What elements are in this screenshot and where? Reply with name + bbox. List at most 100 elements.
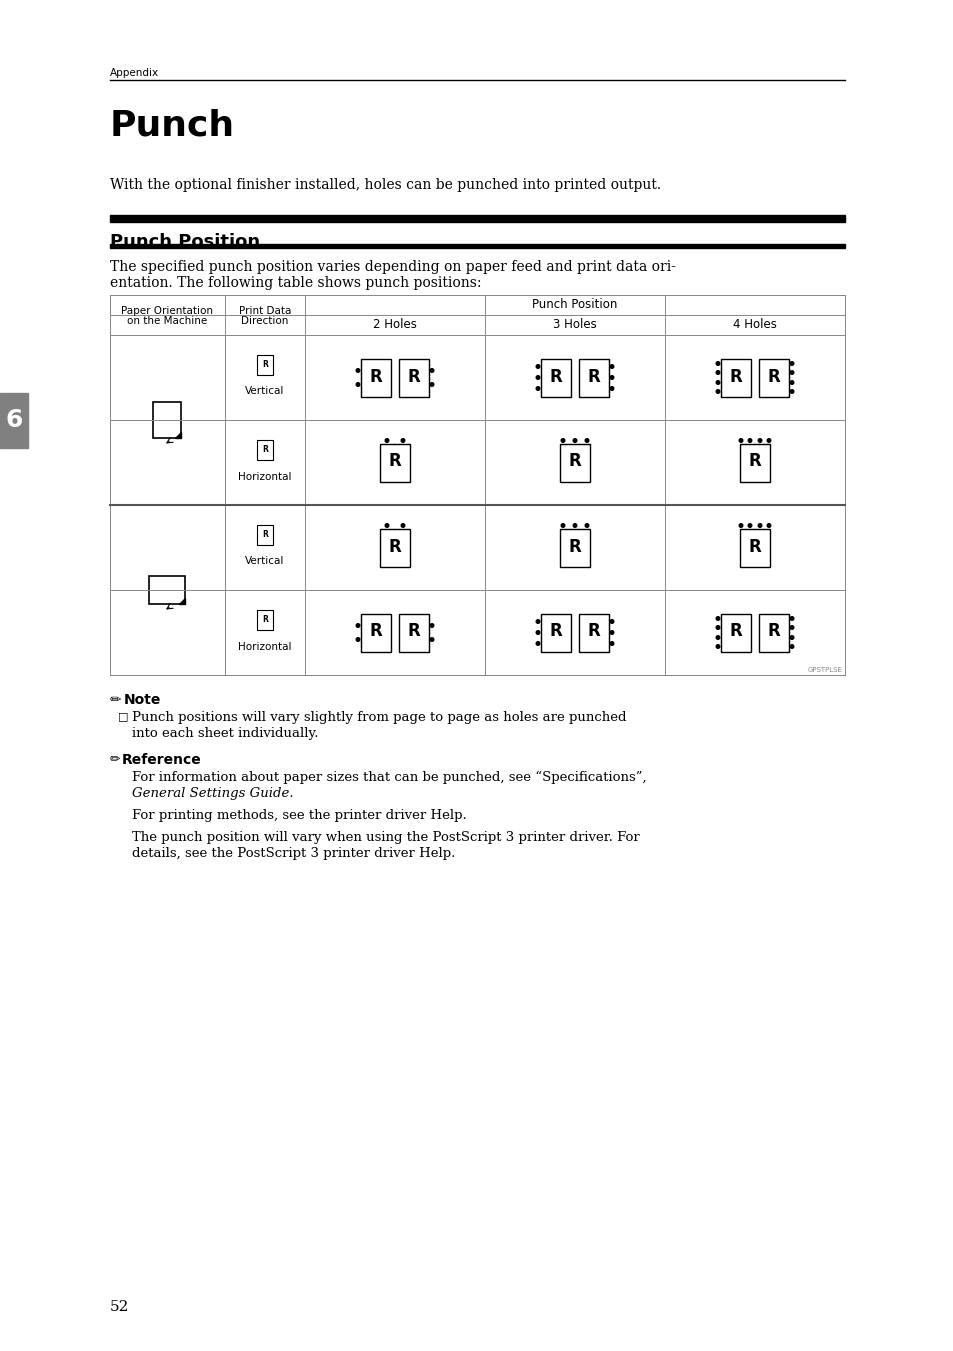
Bar	[740, 528, 769, 566]
Text: R: R	[729, 623, 741, 640]
Bar	[256, 439, 273, 459]
Circle shape	[766, 524, 770, 527]
Circle shape	[758, 439, 761, 442]
Text: on the Machine: on the Machine	[128, 316, 208, 326]
Text: ✏: ✏	[110, 753, 120, 766]
Circle shape	[355, 382, 359, 386]
Bar	[540, 613, 571, 651]
Circle shape	[584, 524, 588, 527]
Text: 52: 52	[110, 1300, 130, 1315]
Text: R: R	[729, 367, 741, 385]
Bar	[110, 295, 844, 676]
Circle shape	[536, 386, 539, 390]
Circle shape	[716, 389, 720, 393]
Circle shape	[739, 524, 742, 527]
Text: Appendix: Appendix	[110, 68, 159, 78]
Bar	[305, 296, 843, 316]
Text: R: R	[388, 453, 401, 470]
Text: Vertical: Vertical	[245, 557, 284, 566]
Circle shape	[739, 439, 742, 442]
Bar	[150, 576, 185, 604]
Text: For printing methods, see the printer driver Help.: For printing methods, see the printer dr…	[132, 809, 466, 821]
Bar	[111, 419, 224, 422]
Bar	[111, 334, 304, 336]
Text: Vertical: Vertical	[245, 386, 284, 396]
Text: R: R	[407, 367, 420, 385]
Text: R: R	[549, 623, 561, 640]
Bar	[110, 245, 844, 249]
Text: The punch position will vary when using the PostScript 3 printer driver. For: The punch position will vary when using …	[132, 831, 639, 844]
Bar	[759, 358, 788, 396]
Bar	[398, 358, 429, 396]
Circle shape	[573, 524, 577, 527]
Circle shape	[789, 636, 793, 639]
Text: 4 Holes: 4 Holes	[732, 319, 776, 331]
Text: into each sheet individually.: into each sheet individually.	[132, 727, 318, 740]
Circle shape	[789, 370, 793, 374]
Bar	[740, 443, 769, 481]
Circle shape	[716, 626, 720, 630]
Bar	[559, 528, 589, 566]
Bar	[559, 443, 589, 481]
Text: □: □	[118, 711, 129, 721]
Circle shape	[385, 439, 389, 442]
Bar	[153, 403, 181, 438]
Bar	[360, 613, 391, 651]
Bar	[759, 613, 788, 651]
Text: Print Data: Print Data	[238, 305, 291, 316]
Circle shape	[716, 636, 720, 639]
Text: entation. The following table shows punch positions:: entation. The following table shows punc…	[110, 276, 481, 290]
Text: Note: Note	[124, 693, 161, 707]
Text: Direction: Direction	[241, 316, 289, 326]
Text: R: R	[407, 623, 420, 640]
Circle shape	[385, 524, 389, 527]
Circle shape	[716, 381, 720, 384]
Circle shape	[355, 624, 359, 627]
Bar	[720, 358, 750, 396]
Circle shape	[610, 642, 613, 646]
Text: Reference: Reference	[122, 753, 201, 767]
Text: R: R	[748, 538, 760, 555]
Circle shape	[716, 616, 720, 620]
Text: R: R	[549, 367, 561, 385]
Circle shape	[610, 386, 613, 390]
Text: Paper Orientation: Paper Orientation	[121, 305, 213, 316]
Text: 6: 6	[6, 408, 23, 432]
Text: Horizontal: Horizontal	[238, 642, 292, 651]
Text: For information about paper sizes that can be punched, see “Specifications”,: For information about paper sizes that c…	[132, 771, 646, 784]
Circle shape	[355, 638, 359, 642]
Text: Punch Position: Punch Position	[532, 299, 617, 312]
Text: R: R	[262, 615, 268, 624]
Bar	[110, 215, 844, 222]
Text: ✏: ✏	[110, 693, 121, 707]
Circle shape	[789, 644, 793, 648]
Circle shape	[536, 620, 539, 623]
Bar	[578, 358, 608, 396]
Circle shape	[355, 369, 359, 373]
Text: General Settings Guide.: General Settings Guide.	[132, 788, 294, 800]
Text: R: R	[369, 623, 382, 640]
Circle shape	[536, 642, 539, 646]
Bar	[256, 609, 273, 630]
Circle shape	[789, 389, 793, 393]
Circle shape	[430, 382, 434, 386]
Bar	[256, 354, 273, 374]
Text: Punch positions will vary slightly from page to page as holes are punched: Punch positions will vary slightly from …	[132, 711, 626, 724]
Bar	[360, 358, 391, 396]
Text: 2 Holes: 2 Holes	[373, 319, 416, 331]
Text: R: R	[262, 530, 268, 539]
Bar	[0, 393, 28, 447]
Circle shape	[716, 370, 720, 374]
Circle shape	[584, 439, 588, 442]
Circle shape	[401, 524, 404, 527]
Circle shape	[573, 439, 577, 442]
Circle shape	[789, 616, 793, 620]
Bar	[256, 524, 273, 544]
Text: R: R	[262, 359, 268, 369]
Circle shape	[610, 365, 613, 369]
Circle shape	[536, 631, 539, 635]
Bar	[379, 443, 410, 481]
Bar	[578, 613, 608, 651]
Circle shape	[430, 638, 434, 642]
Circle shape	[610, 376, 613, 380]
